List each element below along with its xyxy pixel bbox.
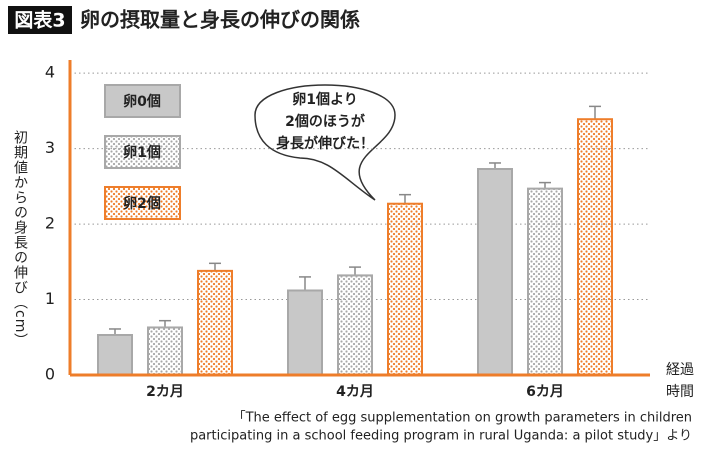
- callout-bubble: [254, 84, 396, 201]
- bar: [527, 187, 563, 376]
- y-tick-label: 2: [45, 214, 55, 233]
- bar: [577, 118, 613, 376]
- bar: [387, 202, 423, 376]
- annotation: 身長が伸びた！: [276, 135, 374, 152]
- legend-label: 卵1個: [123, 144, 161, 161]
- bar: [287, 289, 323, 376]
- title-badge: [8, 6, 72, 34]
- legend-label: 卵0個: [123, 93, 161, 110]
- x-axis-label: 経過: [666, 362, 694, 378]
- y-tick-label: 4: [45, 63, 55, 82]
- y-tick-label: 1: [45, 289, 55, 308]
- legend-label: 卵2個: [123, 195, 161, 212]
- legend-swatch: [104, 84, 181, 118]
- y-axis-label: 初期値からの身長の伸び（cm）: [12, 129, 28, 348]
- annotation: 卵1個より: [292, 91, 357, 108]
- title-label: 図表3: [14, 9, 65, 32]
- bar: [197, 269, 233, 377]
- y-tick-label: 3: [45, 138, 55, 157]
- x-axis-label: 時間: [666, 384, 694, 400]
- source: 「The effect of egg supplementation on gr…: [233, 411, 692, 426]
- x-tick-label: 4カ月: [336, 384, 374, 400]
- bar: [97, 334, 133, 377]
- bar: [147, 326, 183, 376]
- chart-title: 卵の摂取量と身長の伸びの関係: [80, 8, 360, 32]
- bar: [337, 274, 373, 376]
- y-tick-label: 0: [45, 365, 55, 384]
- x-tick-label: 2カ月: [146, 384, 184, 400]
- source: participating in a school feeding progra…: [190, 429, 692, 444]
- legend-swatch: [104, 135, 181, 169]
- legend-swatch: [104, 186, 181, 220]
- bar: [477, 168, 513, 376]
- x-tick-label: 6カ月: [526, 384, 564, 400]
- annotation: 2個のほうが: [285, 113, 366, 130]
